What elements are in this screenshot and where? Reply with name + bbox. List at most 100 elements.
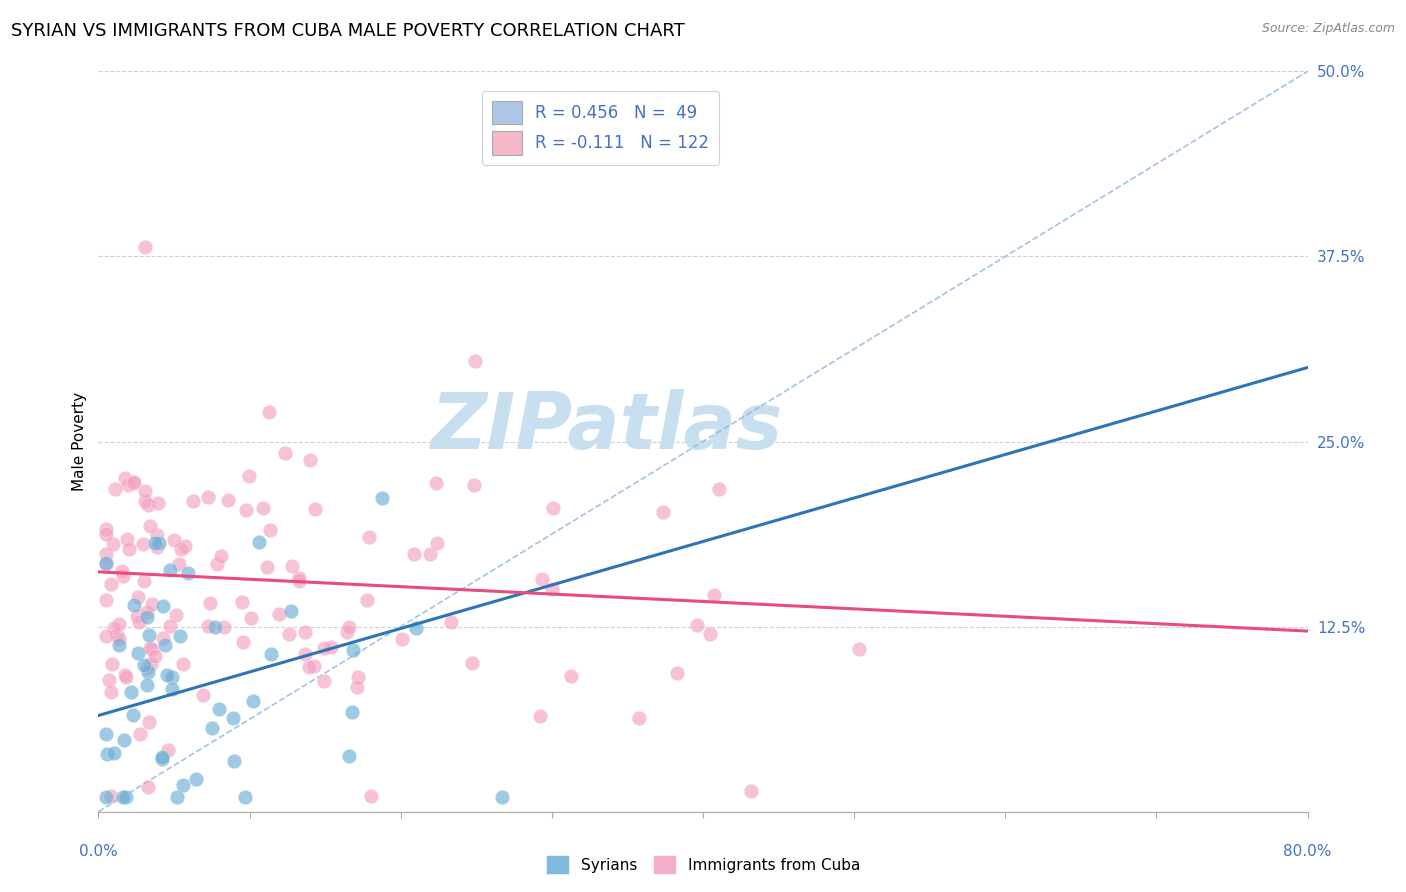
Point (197, 619, 219, 633)
Point (108, 632, 131, 646)
Point (143, 536, 166, 550)
Point (166, 789, 188, 804)
Point (117, 477, 139, 491)
Point (167, 557, 190, 571)
Point (529, 709, 551, 723)
Point (146, 528, 169, 542)
Point (112, 733, 135, 747)
Point (160, 670, 183, 684)
Point (391, 632, 413, 647)
Point (134, 240, 156, 254)
Point (141, 641, 163, 656)
Point (94, 548, 117, 562)
Point (135, 609, 157, 624)
Point (217, 492, 239, 507)
Point (112, 568, 135, 582)
Point (104, 482, 127, 496)
Point (94, 629, 117, 643)
Point (198, 596, 221, 610)
Point (707, 482, 730, 496)
Point (143, 648, 166, 663)
Point (128, 727, 150, 741)
Point (141, 657, 163, 672)
Point (94, 727, 117, 741)
Point (124, 475, 146, 489)
Point (204, 620, 226, 634)
Point (740, 784, 762, 798)
Point (339, 620, 361, 634)
Point (163, 533, 186, 547)
Point (212, 620, 235, 634)
Point (136, 780, 159, 794)
Point (247, 534, 270, 549)
Point (686, 618, 709, 632)
Point (159, 619, 181, 633)
Point (359, 530, 381, 544)
Point (94, 558, 117, 572)
Point (115, 789, 138, 804)
Point (314, 673, 336, 688)
Point (425, 476, 447, 491)
Point (703, 588, 725, 602)
Point (419, 547, 441, 561)
Point (121, 708, 143, 723)
Point (124, 599, 146, 613)
Point (94, 789, 117, 804)
Point (440, 615, 463, 630)
Point (150, 752, 173, 766)
Point (174, 539, 197, 553)
Point (267, 607, 290, 621)
Point (627, 711, 650, 725)
Point (288, 574, 311, 589)
Point (666, 666, 689, 681)
Point (146, 540, 169, 554)
Point (464, 353, 486, 368)
Point (181, 493, 204, 508)
Point (224, 755, 246, 769)
Point (463, 478, 485, 492)
Point (205, 557, 228, 571)
Point (100, 684, 122, 698)
Text: Source: ZipAtlas.com: Source: ZipAtlas.com (1261, 22, 1395, 36)
Point (98, 673, 121, 688)
Point (256, 560, 278, 574)
Point (108, 617, 131, 632)
Point (294, 647, 316, 661)
Y-axis label: Male Poverty: Male Poverty (72, 392, 87, 491)
Point (652, 505, 675, 519)
Point (280, 604, 302, 618)
Legend: Syrians, Immigrants from Cuba: Syrians, Immigrants from Cuba (540, 849, 866, 880)
Point (281, 559, 304, 574)
Point (134, 484, 156, 499)
Point (288, 571, 311, 585)
Text: 0.0%: 0.0% (79, 845, 118, 859)
Point (277, 627, 299, 641)
Point (101, 537, 124, 551)
Point (125, 608, 148, 623)
Point (222, 711, 245, 725)
Point (356, 592, 378, 607)
Point (127, 646, 149, 660)
Point (304, 502, 326, 516)
Point (252, 500, 274, 515)
Point (94, 526, 117, 541)
Point (360, 789, 382, 803)
Point (105, 628, 128, 642)
Point (153, 638, 176, 652)
Point (543, 501, 565, 516)
Point (159, 563, 181, 577)
Point (259, 523, 281, 537)
Point (121, 685, 143, 699)
Text: 80.0%: 80.0% (1284, 845, 1331, 859)
Point (299, 453, 322, 467)
Point (111, 564, 134, 578)
Point (114, 667, 136, 681)
Point (103, 746, 125, 760)
Legend: R = 0.456   N =  49, R = -0.111   N = 122: R = 0.456 N = 49, R = -0.111 N = 122 (482, 91, 718, 165)
Point (208, 702, 231, 716)
Point (560, 669, 582, 683)
Point (108, 638, 131, 652)
Point (134, 494, 156, 508)
Point (342, 643, 364, 657)
Text: ZIPatlas: ZIPatlas (430, 389, 782, 465)
